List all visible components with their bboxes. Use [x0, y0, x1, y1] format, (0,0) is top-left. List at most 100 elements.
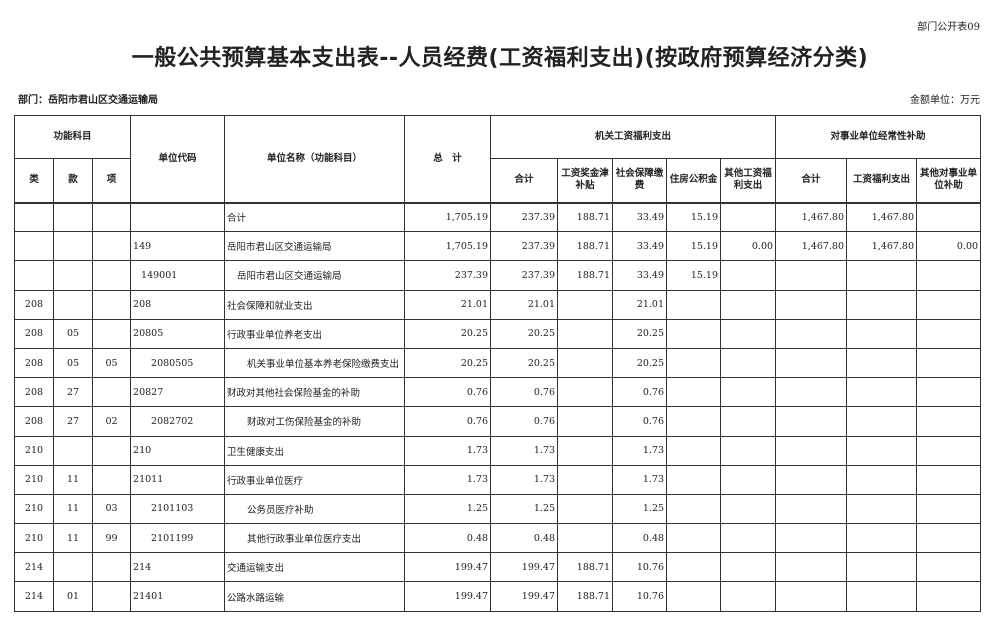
cell-jg-social: 0.76 [612, 377, 668, 408]
cell-jg-subtotal: 20.25 [490, 347, 559, 379]
cell-xiang: 05 [91, 347, 132, 379]
cell-jg-other [720, 464, 777, 495]
cell-sy-wage [846, 581, 918, 612]
cell-total: 199.47 [404, 581, 492, 612]
cell-jg-housing [666, 347, 722, 379]
cell-sy-wage [846, 406, 918, 437]
cell-jg-other: 0.00 [720, 231, 777, 262]
cell-jg-other [720, 493, 777, 525]
cell-jg-social: 33.49 [612, 231, 668, 262]
cell-kuan: 11 [53, 523, 93, 554]
budget-table: 功能科目 单位代码 单位名称（功能科目） 总 计 机关工资福利支出 对事业单位经… [13, 115, 982, 612]
cell-total: 237.39 [404, 260, 492, 291]
table-row: 214 214 交通运输支出 199.47 199.47 188.71 10.76 [14, 552, 982, 583]
cell-total: 1.25 [404, 493, 492, 525]
cell-jg-other [720, 377, 777, 408]
header-sy-wage: 工资福利支出 [846, 158, 918, 203]
cell-jg-subtotal: 199.47 [490, 552, 559, 583]
cell-sy-other [916, 289, 982, 320]
cell-jg-housing [666, 377, 722, 408]
header-jg-other: 其他工资福利支出 [720, 158, 777, 203]
cell-jg-subtotal: 199.47 [490, 581, 559, 612]
cell-kuan: 11 [53, 464, 93, 495]
cell-lei: 210 [14, 464, 54, 495]
cell-jg-other [720, 318, 777, 349]
table-body: 合计 1,705.19 237.39 188.71 33.49 15.19 1,467.80… [14, 201, 982, 612]
cell-kuan [53, 289, 93, 320]
header-unit-code: 单位代码 [130, 115, 226, 203]
cell-lei [14, 260, 54, 291]
cell-total: 20.25 [404, 347, 492, 379]
cell-jg-social: 33.49 [612, 201, 668, 233]
cell-jg-subtotal: 1.25 [490, 493, 559, 525]
cell-code: 2101199 [130, 523, 226, 554]
cell-jg-social: 1.73 [612, 435, 668, 466]
amount-unit-label: 金额单位：万元 [910, 95, 980, 106]
cell-jg-housing [666, 464, 722, 495]
cell-jg-social: 20.25 [612, 318, 668, 349]
cell-code: 20805 [130, 318, 226, 349]
cell-sy-subtotal: 1,467.80 [775, 201, 848, 233]
cell-lei: 214 [14, 581, 54, 612]
table-row: 214 01 21401 公路水路运输 199.47 199.47 188.71 10.76 [14, 581, 982, 612]
cell-xiang [91, 377, 132, 408]
cell-code: 2101103 [130, 493, 226, 525]
cell-code: 214 [130, 552, 226, 583]
cell-sy-subtotal [775, 289, 848, 320]
cell-jg-other [720, 581, 777, 612]
cell-total: 0.76 [404, 406, 492, 437]
table-row: 208 208 社会保障和就业支出 21.01 21.01 21.01 [14, 289, 982, 320]
cell-code: 2082702 [130, 406, 226, 437]
cell-name: 其他行政事业单位医疗支出 [224, 523, 406, 554]
cell-sy-wage [846, 347, 918, 379]
cell-code [130, 201, 226, 233]
header-group-jiguan: 机关工资福利支出 [490, 115, 777, 159]
cell-code: 2080505 [130, 347, 226, 379]
cell-sy-other [916, 552, 982, 583]
table-row: 210 11 99 2101199 其他行政事业单位医疗支出 0.48 0.48 0.48 [14, 523, 982, 554]
header-jg-social: 社会保障缴费 [612, 158, 668, 203]
cell-jg-wage [557, 464, 614, 495]
cell-sy-wage [846, 377, 918, 408]
cell-xiang [91, 464, 132, 495]
cell-total: 1.73 [404, 435, 492, 466]
table-row: 208 27 02 2082702 财政对工伤保险基金的补助 0.76 0.76 0.76 [14, 406, 982, 437]
cell-jg-social: 0.76 [612, 406, 668, 437]
cell-name: 岳阳市君山区交通运输局 [224, 231, 406, 262]
cell-jg-social: 0.48 [612, 523, 668, 554]
cell-sy-subtotal: 1,467.80 [775, 231, 848, 262]
header-total: 总 计 [404, 115, 492, 203]
cell-kuan [53, 435, 93, 466]
cell-jg-housing [666, 523, 722, 554]
cell-code: 149 [130, 231, 226, 262]
cell-sy-subtotal [775, 260, 848, 291]
cell-sy-other [916, 347, 982, 379]
cell-lei: 208 [14, 289, 54, 320]
header-lei: 类 [14, 158, 54, 203]
table-row: 合计 1,705.19 237.39 188.71 33.49 15.19 1,467.80… [14, 201, 982, 233]
cell-jg-subtotal: 237.39 [490, 231, 559, 262]
cell-name: 公务员医疗补助 [224, 493, 406, 525]
cell-name: 卫生健康支出 [224, 435, 406, 466]
cell-sy-wage [846, 435, 918, 466]
form-number: 部门公开表09 [917, 22, 980, 33]
header-unit-name: 单位名称（功能科目） [224, 115, 406, 203]
table-row: 210 11 21011 行政事业单位医疗 1.73 1.73 1.73 [14, 464, 982, 495]
cell-sy-other [916, 318, 982, 349]
cell-jg-other [720, 406, 777, 437]
cell-jg-subtotal: 237.39 [490, 201, 559, 233]
cell-jg-social: 10.76 [612, 552, 668, 583]
cell-sy-other [916, 406, 982, 437]
cell-jg-wage [557, 377, 614, 408]
cell-sy-subtotal [775, 581, 848, 612]
cell-kuan [53, 552, 93, 583]
cell-total: 0.48 [404, 523, 492, 554]
cell-jg-wage: 188.71 [557, 581, 614, 612]
cell-xiang [91, 201, 132, 233]
cell-code: 149001 [130, 260, 226, 291]
cell-xiang [91, 581, 132, 612]
cell-total: 199.47 [404, 552, 492, 583]
cell-jg-social: 1.73 [612, 464, 668, 495]
cell-sy-subtotal [775, 406, 848, 437]
cell-xiang [91, 231, 132, 262]
